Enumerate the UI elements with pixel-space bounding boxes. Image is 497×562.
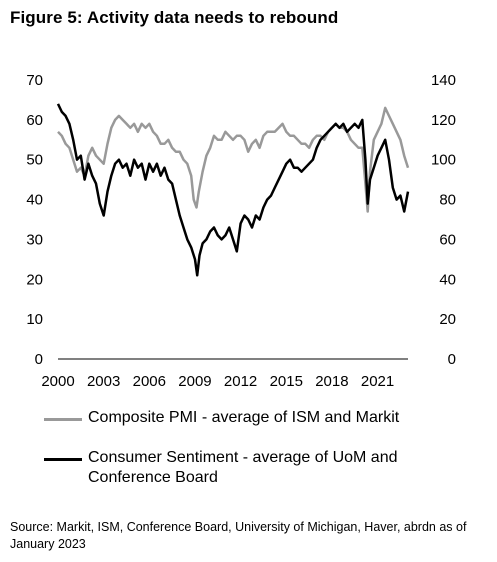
right-y-tick-label: 20 xyxy=(439,311,456,328)
x-tick-label: 2021 xyxy=(361,373,394,390)
legend-label-sentiment: Consumer Sentiment - average of UoM and … xyxy=(88,449,398,486)
right-y-axis: 0 20 40 60 80 100 120 140 xyxy=(431,72,456,368)
left-y-tick-label: 10 xyxy=(26,311,43,328)
left-y-tick-label: 0 xyxy=(35,351,43,368)
left-y-axis: 0 10 20 30 40 50 60 70 xyxy=(26,72,43,368)
left-y-tick-label: 40 xyxy=(26,192,43,209)
left-y-tick-label: 30 xyxy=(26,231,43,248)
series-line-composite-pmi xyxy=(57,106,410,213)
right-y-tick-label: 80 xyxy=(439,192,456,209)
legend-label-pmi: Composite PMI - average of ISM and Marki… xyxy=(88,409,400,426)
right-y-tick-label: 0 xyxy=(448,351,456,368)
right-y-tick-label: 40 xyxy=(439,271,456,288)
x-tick-label: 2012 xyxy=(224,373,257,390)
left-y-tick-label: 70 xyxy=(26,72,43,89)
x-tick-label: 2003 xyxy=(87,373,120,390)
chart-title: Figure 5: Activity data needs to rebound xyxy=(10,8,339,27)
source-note: Source: Markit, ISM, Conference Board, U… xyxy=(10,520,467,551)
left-y-tick-label: 20 xyxy=(26,271,43,288)
left-y-tick-label: 50 xyxy=(26,152,43,169)
x-axis: 2000 2003 2006 2009 2012 2015 2018 2021 xyxy=(41,373,394,390)
x-tick-label: 2018 xyxy=(315,373,348,390)
right-y-tick-label: 100 xyxy=(431,152,456,169)
x-tick-label: 2000 xyxy=(41,373,74,390)
x-tick-label: 2009 xyxy=(178,373,211,390)
legend-item-sentiment: Consumer Sentiment - average of UoM and … xyxy=(44,448,484,488)
legend-swatch-sentiment xyxy=(44,458,82,461)
legend-swatch-pmi xyxy=(44,418,82,421)
x-tick-label: 2006 xyxy=(133,373,166,390)
series-layer xyxy=(56,103,410,277)
x-tick-label: 2015 xyxy=(270,373,303,390)
right-y-tick-label: 120 xyxy=(431,112,456,129)
legend-item-pmi: Composite PMI - average of ISM and Marki… xyxy=(44,408,484,428)
left-y-tick-label: 60 xyxy=(26,112,43,129)
legend: Composite PMI - average of ISM and Marki… xyxy=(44,408,484,498)
series-line-consumer-sentiment xyxy=(56,103,410,277)
right-y-tick-label: 140 xyxy=(431,72,456,89)
right-y-tick-label: 60 xyxy=(439,231,456,248)
